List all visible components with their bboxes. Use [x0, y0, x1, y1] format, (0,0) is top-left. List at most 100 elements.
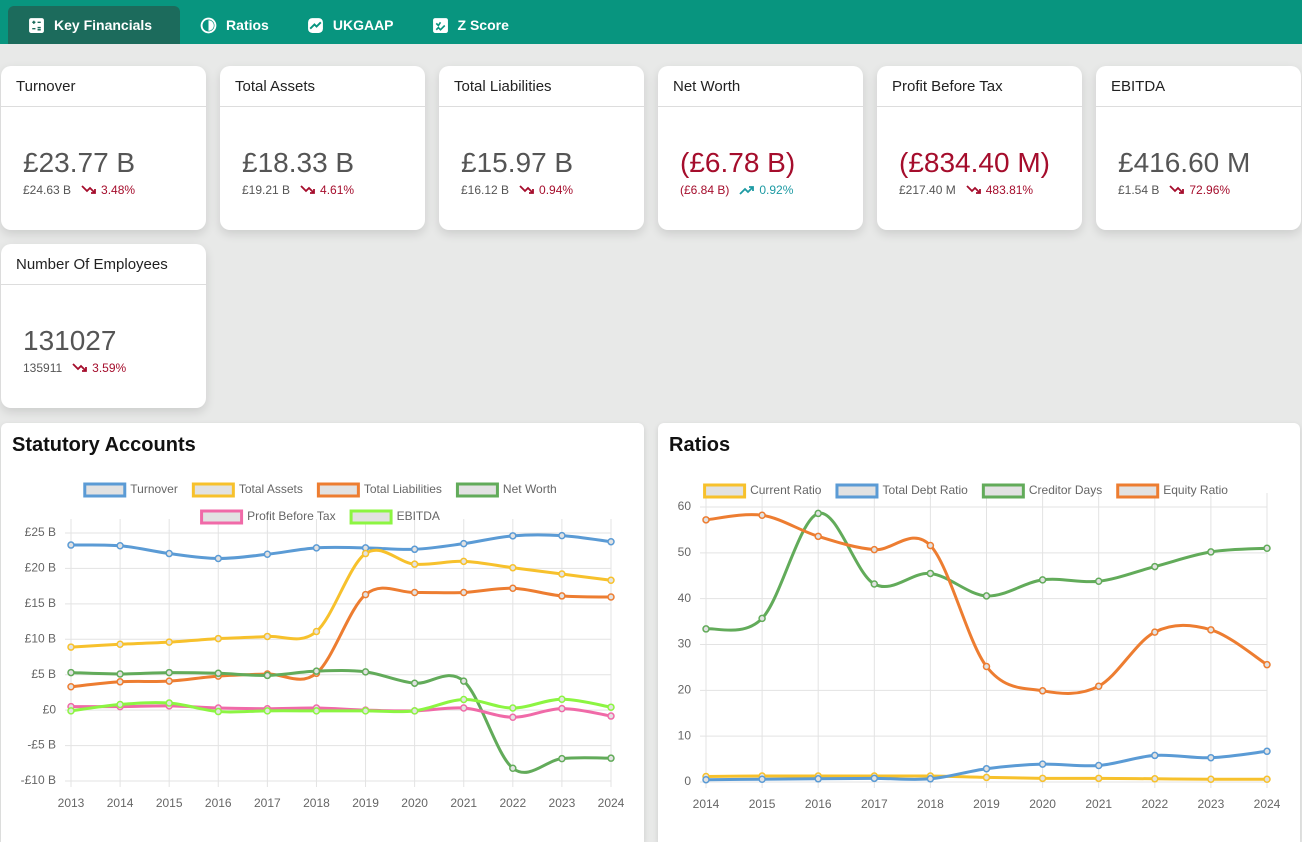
card-value: £18.33 B: [242, 147, 355, 178]
y-tick-label: £20 B: [25, 561, 56, 575]
card-previous: £24.63 B: [23, 183, 72, 197]
data-point: [1263, 660, 1271, 669]
x-tick-label: 2024: [1254, 797, 1281, 811]
trend-icon: [72, 363, 88, 372]
chart: 0 10 20 30 40 50 60 2014 2015 2016 2017 2018 2019 202…: [678, 483, 1281, 811]
series-line: [70, 533, 612, 561]
legend-item: Turnover: [83, 482, 178, 498]
data-point: [459, 704, 468, 712]
card-value: (£6.78 B): [680, 147, 796, 178]
data-point: [67, 643, 75, 651]
data-point: [926, 775, 935, 783]
y-tick-label: 10: [678, 728, 692, 742]
tab[interactable]: Z Score: [414, 6, 527, 44]
data-point: [607, 754, 615, 762]
data-point: [982, 764, 991, 773]
tab-label: Z Score: [457, 17, 509, 33]
series-line: [70, 704, 612, 719]
x-tick-label: 2014: [693, 797, 720, 811]
chart-panel: Statutory Accounts -£10 B -£5 B £0 £5 B £10 …: [1, 423, 644, 842]
data-point: [1263, 544, 1271, 552]
data-point: [263, 632, 272, 641]
chart-title: Ratios: [669, 434, 731, 456]
data-point: [1094, 761, 1103, 770]
legend-swatch: [349, 509, 393, 525]
legend-label: Equity Ratio: [1163, 483, 1228, 497]
card-change: 3.48%: [81, 183, 135, 197]
data-point: [312, 627, 321, 636]
tab[interactable]: Key Financials: [8, 6, 181, 44]
kpi-card: EBITDA £416.60 M £1.54 B 72.96%: [1096, 66, 1301, 230]
legend-label: Current Ratio: [750, 483, 822, 497]
data-point: [214, 707, 223, 716]
legend-item: Net Worth: [455, 482, 557, 498]
card-previous: (£6.84 B): [680, 183, 730, 197]
data-point: [263, 550, 272, 559]
trend-icon: [300, 185, 315, 194]
x-tick-label: 2023: [1198, 797, 1225, 811]
data-point: [1151, 562, 1159, 571]
data-point: [410, 560, 419, 568]
card-previous-row: £24.63 B 3.48%: [23, 183, 206, 197]
data-point: [1151, 628, 1159, 636]
x-tick-label: 2022: [1141, 797, 1168, 811]
data-point: [116, 678, 124, 686]
x-tick-label: 2015: [156, 796, 183, 810]
data-point: [459, 677, 468, 685]
card-value: (£834.40 M): [899, 147, 1050, 178]
tab[interactable]: Ratios: [182, 6, 287, 44]
data-point: [165, 699, 173, 707]
tab-label: Key Financials: [54, 17, 153, 33]
data-point: [410, 588, 419, 597]
data-point: [214, 634, 223, 643]
data-point: [312, 667, 321, 675]
data-point: [758, 614, 766, 623]
y-tick-label: -£5 B: [27, 738, 56, 752]
data-point: [67, 541, 75, 549]
card-previous-row: (£6.84 B) 0.92%: [680, 183, 863, 197]
tab-icon: [432, 17, 448, 33]
data-point: [214, 669, 223, 678]
tab[interactable]: UKGAAP: [289, 6, 412, 44]
card-previous: £217.40 M: [899, 183, 956, 197]
data-point: [1207, 775, 1215, 783]
card-change: 72.96%: [1169, 183, 1230, 197]
legend-swatch: [1116, 483, 1160, 499]
data-point: [702, 625, 710, 633]
legend-item: Creditor Days: [981, 483, 1102, 499]
x-tick-label: 2022: [499, 796, 526, 810]
data-point: [607, 576, 615, 585]
x-tick-label: 2020: [1029, 797, 1056, 811]
legend-swatch: [835, 483, 879, 499]
y-tick-label: -£10 B: [21, 773, 56, 787]
data-point: [1094, 774, 1103, 783]
legend-item: Current Ratio: [703, 483, 822, 499]
data-point: [814, 532, 822, 541]
card-previous-row: £16.12 B 0.94%: [461, 183, 644, 197]
data-point: [1038, 576, 1047, 584]
legend-item: Total Debt Ratio: [835, 483, 968, 499]
data-point: [67, 683, 75, 691]
legend-swatch: [316, 482, 360, 498]
data-point: [1207, 548, 1215, 556]
x-tick-label: 2016: [205, 796, 232, 810]
tab-icon: [29, 17, 44, 33]
data-point: [410, 707, 419, 715]
legend-item: Equity Ratio: [1116, 483, 1228, 499]
trend-icon: [81, 185, 96, 194]
data-point: [312, 544, 321, 552]
kpi-card: Net Worth (£6.78 B) (£6.84 B) 0.92%: [658, 66, 863, 230]
legend-swatch: [191, 482, 235, 498]
data-point: [509, 764, 517, 772]
data-point: [1094, 682, 1103, 690]
kpi-card: Turnover £23.77 B £24.63 B 3.48%: [1, 66, 206, 230]
x-tick-label: 2020: [401, 796, 428, 810]
data-point: [361, 707, 370, 715]
data-point: [558, 754, 566, 763]
legend-swatch: [455, 482, 499, 498]
data-point: [607, 593, 615, 601]
kpi-card: Total Assets £18.33 B £19.21 B 4.61%: [220, 66, 425, 230]
data-point: [926, 569, 935, 578]
data-point: [1094, 577, 1103, 585]
